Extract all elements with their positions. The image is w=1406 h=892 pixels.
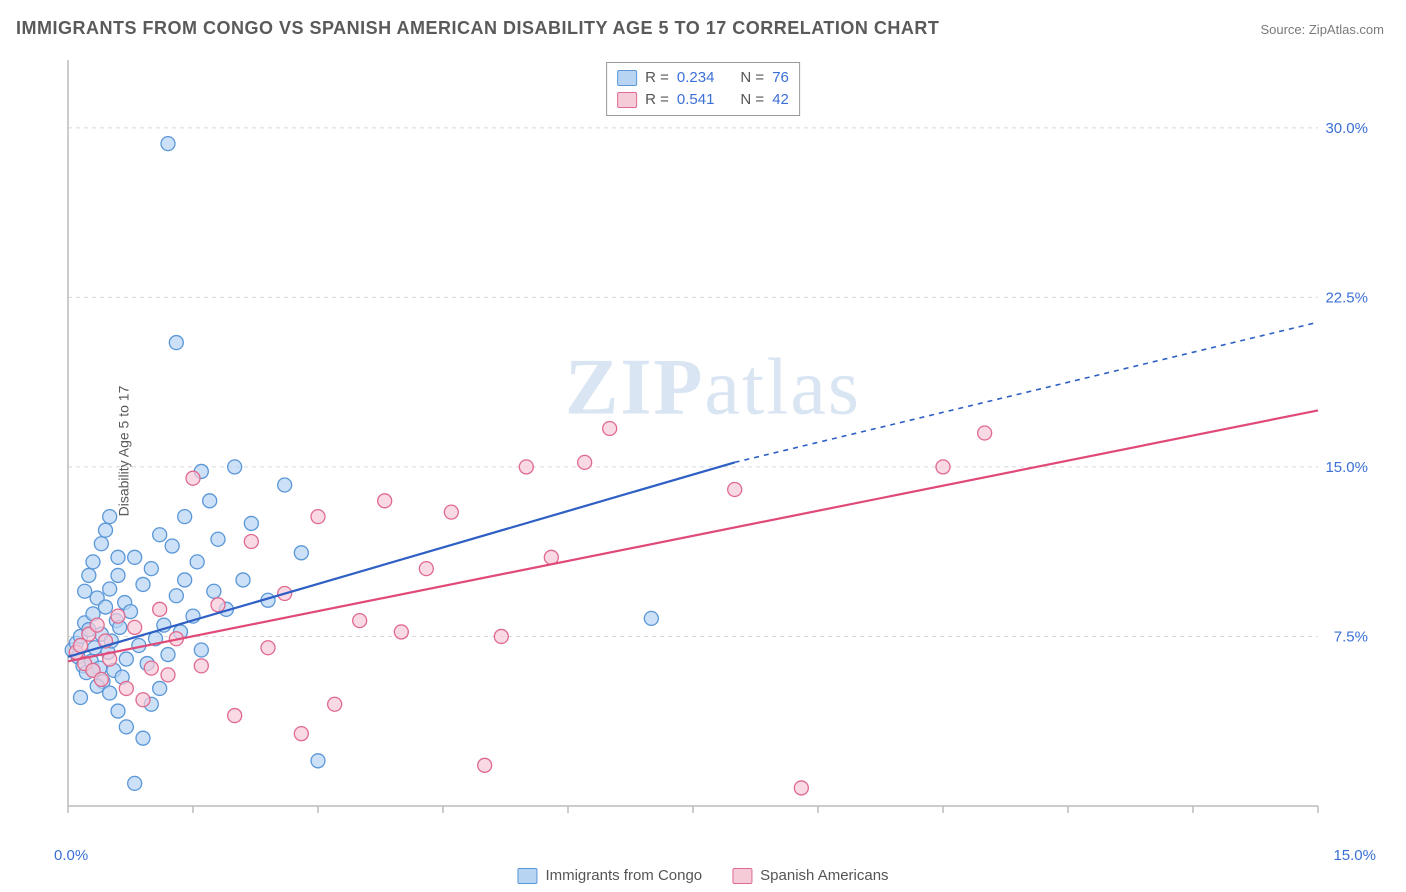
n-value-1: 42 — [772, 89, 789, 111]
r-value-1: 0.541 — [677, 89, 715, 111]
series-legend: Immigrants from Congo Spanish Americans — [517, 867, 888, 884]
plot-area: Disability Age 5 to 17 ZIPatlas 7.5%15.0… — [48, 56, 1378, 846]
source-attribution: Source: ZipAtlas.com — [1260, 22, 1384, 37]
legend-label-1: Spanish Americans — [760, 867, 888, 884]
swatch-series-1 — [617, 92, 637, 108]
correlation-legend: R = 0.234 N = 76 R = 0.541 N = 42 — [606, 62, 800, 116]
scatter-chart: 7.5% 15.0% 22.5% 30.0% — [48, 56, 1378, 846]
legend-item-1: Spanish Americans — [732, 867, 888, 884]
swatch-bottom-0 — [517, 868, 537, 884]
svg-text:7.5%: 7.5% — [1334, 628, 1368, 645]
swatch-bottom-1 — [732, 868, 752, 884]
svg-text:15.0%: 15.0% — [1325, 459, 1368, 476]
legend-row-0: R = 0.234 N = 76 — [617, 67, 789, 89]
n-label: N = — [740, 89, 764, 111]
legend-row-1: R = 0.541 N = 42 — [617, 89, 789, 111]
swatch-series-0 — [617, 70, 637, 86]
x-axis-end-label: 15.0% — [1333, 847, 1376, 864]
legend-item-0: Immigrants from Congo — [517, 867, 702, 884]
r-label: R = — [645, 67, 669, 89]
source-prefix: Source: — [1260, 22, 1308, 37]
chart-title: IMMIGRANTS FROM CONGO VS SPANISH AMERICA… — [16, 18, 939, 39]
n-label: N = — [740, 67, 764, 89]
source-name: ZipAtlas.com — [1309, 22, 1384, 37]
r-label: R = — [645, 89, 669, 111]
r-value-0: 0.234 — [677, 67, 715, 89]
svg-text:22.5%: 22.5% — [1325, 289, 1368, 306]
x-axis-start-label: 0.0% — [54, 847, 88, 864]
svg-text:30.0%: 30.0% — [1325, 120, 1368, 137]
legend-label-0: Immigrants from Congo — [545, 867, 702, 884]
n-value-0: 76 — [772, 67, 789, 89]
